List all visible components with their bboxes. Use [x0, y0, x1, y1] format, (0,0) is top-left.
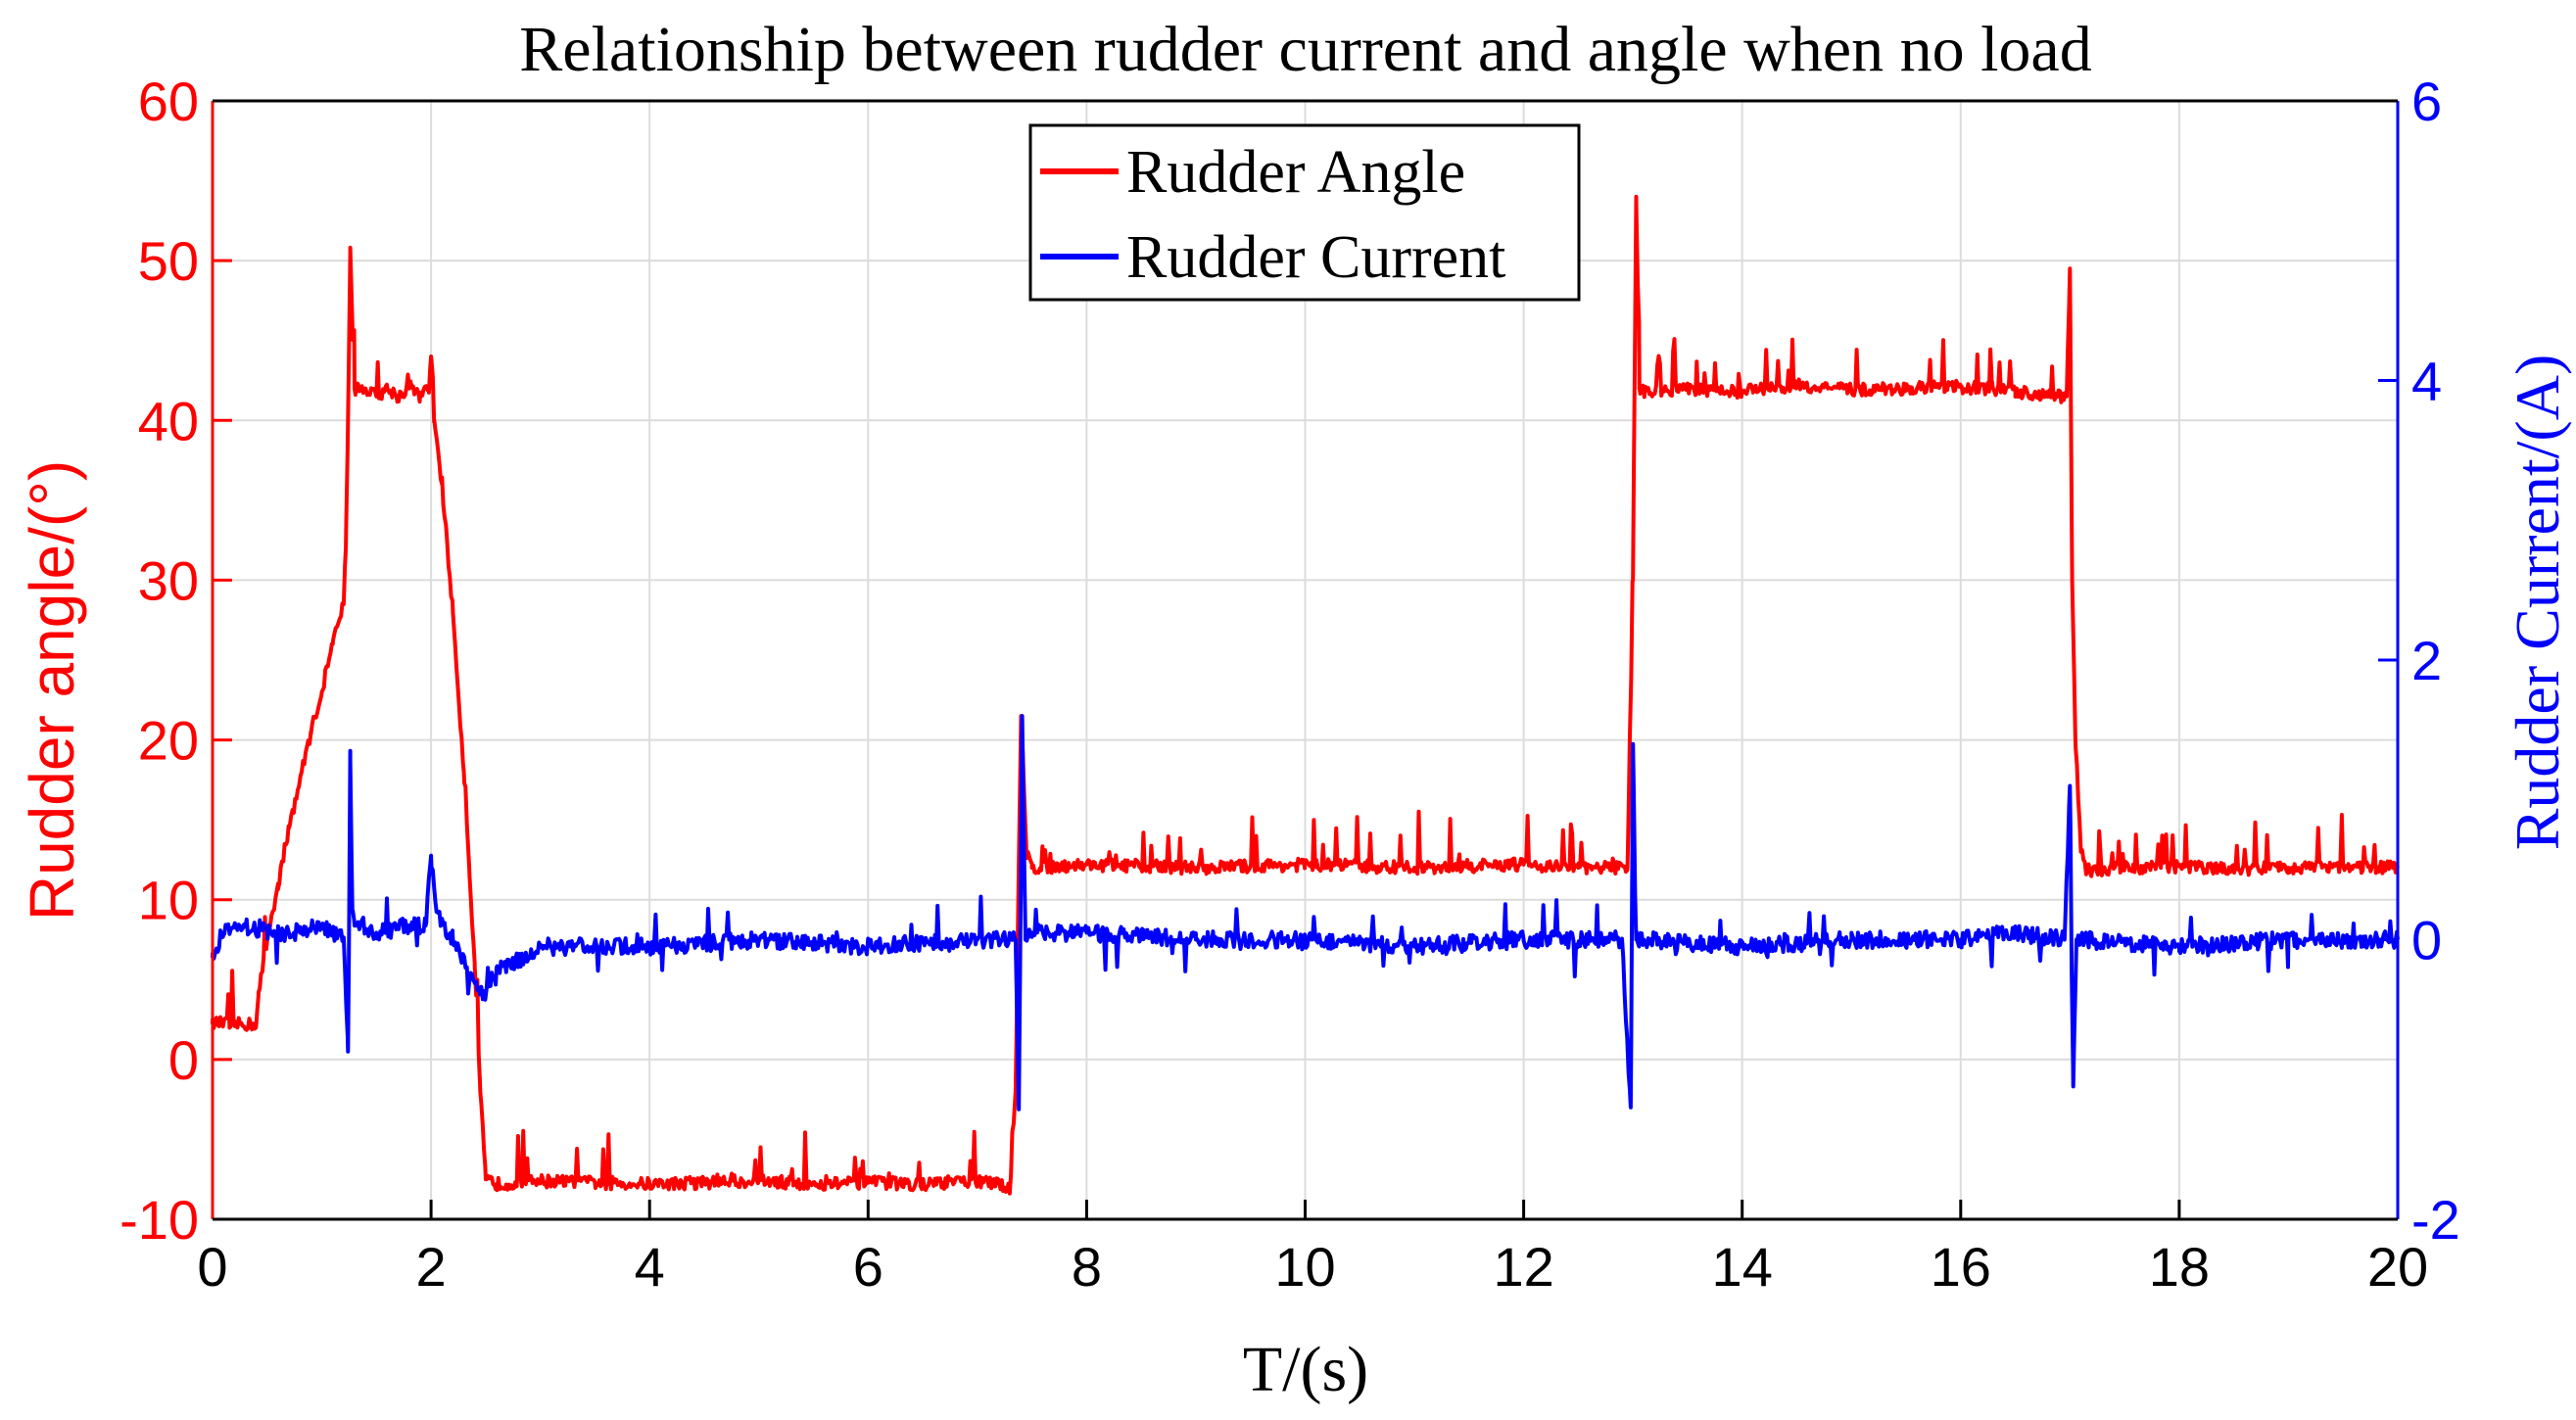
y-axis-label-right: Rudder Current/(A) — [2503, 355, 2572, 851]
y-left-tick-label: 40 — [138, 390, 199, 451]
x-tick-label: 14 — [1712, 1236, 1773, 1298]
y-right-tick-label: 4 — [2411, 351, 2442, 412]
y-left-tick-label: -10 — [119, 1189, 199, 1251]
x-tick-label: 12 — [1493, 1236, 1553, 1298]
legend-box — [1028, 123, 1581, 302]
x-tick-label: 4 — [635, 1236, 665, 1298]
y-right-tick-label: -2 — [2411, 1189, 2460, 1251]
x-tick-label: 20 — [2367, 1236, 2428, 1298]
series-line-rudder-current — [211, 714, 2400, 1112]
chart-title: Relationship between rudder current and … — [519, 14, 2091, 85]
y-left-tick-label: 50 — [138, 230, 199, 292]
legend-label-current: Rudder Current — [1126, 224, 1505, 291]
x-tick-label: 16 — [1931, 1236, 1991, 1298]
y-right-tick-label: 2 — [2411, 630, 2442, 691]
y-left-tick-label: 30 — [138, 549, 199, 611]
y-left-tick-label: 0 — [168, 1029, 199, 1091]
x-tick-label: 8 — [1072, 1236, 1102, 1298]
axes — [211, 99, 2400, 1221]
legend: Rudder Angle Rudder Current — [1028, 123, 1581, 302]
x-tick-label: 10 — [1274, 1236, 1335, 1298]
y-left-tick-label: 60 — [138, 71, 199, 132]
y-axis-label-left: Rudder angle/(°) — [17, 460, 87, 921]
y-right-tick-label: 6 — [2411, 71, 2442, 132]
x-tick-label: 18 — [2149, 1236, 2210, 1298]
y-right-tick-label: 0 — [2411, 910, 2442, 971]
x-axis-label: T/(s) — [1243, 1334, 1368, 1405]
series-layer — [211, 194, 2400, 1196]
x-tick-label: 6 — [853, 1236, 883, 1298]
x-tick-label: 0 — [197, 1236, 227, 1298]
x-tick-label: 2 — [416, 1236, 447, 1298]
legend-label-angle: Rudder Angle — [1126, 139, 1465, 206]
y-left-tick-label: 10 — [138, 870, 199, 931]
series-line-rudder-angle — [211, 194, 2400, 1196]
y-left-tick-label: 20 — [138, 710, 199, 772]
